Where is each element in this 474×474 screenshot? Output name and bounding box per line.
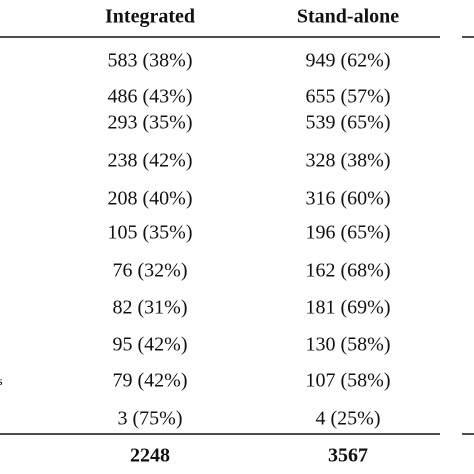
cell: 162 (68%) — [306, 260, 391, 282]
cell: 238 (42%) — [108, 150, 193, 172]
row-label: s — [0, 373, 3, 388]
cell: 130 (58%) — [306, 334, 391, 356]
cell: 196 (65%) — [306, 222, 391, 244]
cell: 583 (38%) — [108, 50, 193, 72]
cell: 105 (35%) — [108, 222, 193, 244]
cell: 208 (40%) — [108, 188, 193, 210]
cell: 4 (25%) — [316, 408, 381, 430]
total-cell: 3567 — [328, 445, 368, 467]
cell: 316 (60%) — [306, 188, 391, 210]
column-header: Integrated — [105, 6, 195, 28]
cell: 655 (57%) — [306, 86, 391, 108]
cell: 95 (42%) — [113, 334, 188, 356]
cell: 328 (38%) — [306, 150, 391, 172]
cell: 486 (43%) — [108, 86, 193, 108]
cell: 539 (65%) — [306, 112, 391, 134]
cell: 79 (42%) — [113, 370, 188, 392]
cell: 949 (62%) — [306, 50, 391, 72]
cell: 82 (31%) — [113, 297, 188, 319]
cell: 293 (35%) — [108, 112, 193, 134]
cell: 181 (69%) — [306, 297, 391, 319]
cell: 107 (58%) — [306, 370, 391, 392]
column-header: Stand-alone — [297, 6, 399, 28]
cell: 76 (32%) — [113, 260, 188, 282]
total-cell: 2248 — [130, 445, 170, 467]
cell: 3 (75%) — [118, 408, 183, 430]
